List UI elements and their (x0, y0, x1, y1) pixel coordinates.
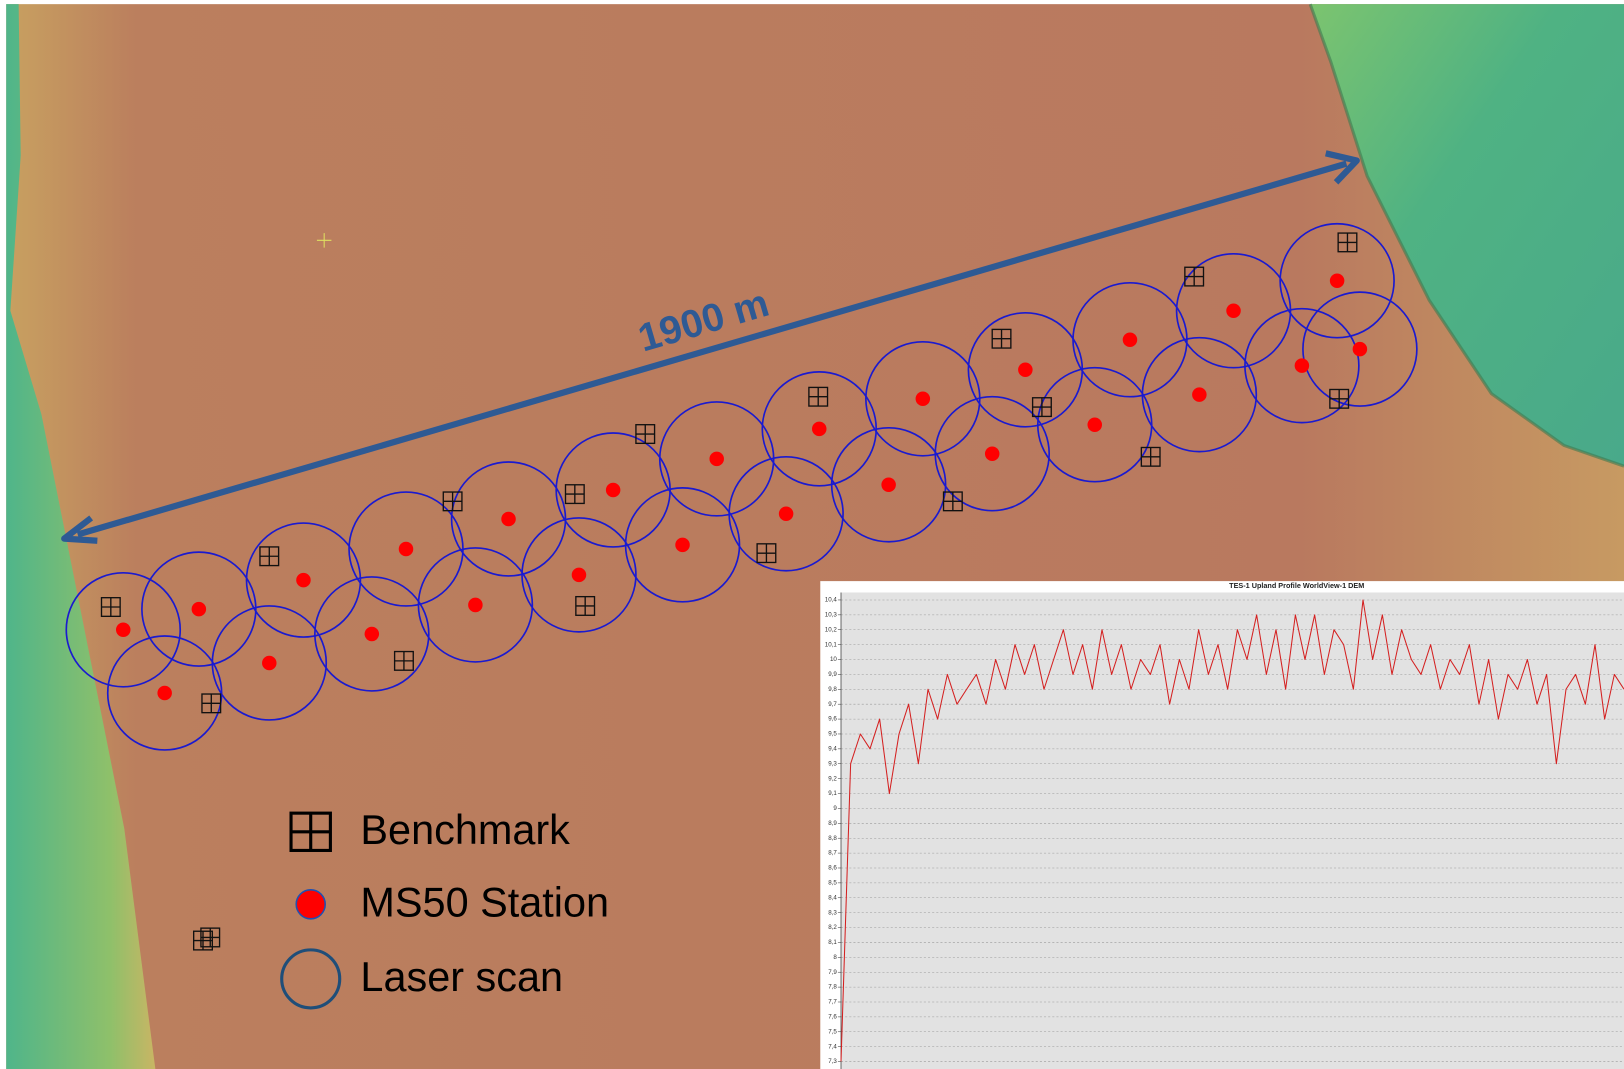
y-tick-label: 9,4 (828, 745, 837, 752)
ms50-station (365, 627, 380, 642)
y-tick-label: 8 (833, 954, 837, 961)
y-tick-label: 9,9 (828, 671, 837, 678)
y-tick-label: 8,6 (828, 865, 837, 872)
ms50-station (779, 507, 794, 522)
map-figure: 1900 m Benchmark MS50 Station Laser scan… (0, 0, 1624, 1069)
ms50-station (675, 538, 690, 553)
y-tick-label: 7,9 (828, 969, 837, 976)
y-tick-label: 10 (830, 656, 837, 663)
ms50-station (881, 478, 896, 493)
ms50-station (399, 542, 414, 557)
ms50-station (1088, 417, 1103, 432)
plot-area (841, 593, 1624, 1069)
y-tick-label: 9,3 (828, 760, 837, 767)
ms50-station (116, 623, 131, 638)
ms50-station (1192, 387, 1207, 402)
y-tick-label: 9,8 (828, 686, 837, 693)
y-tick-label: 10,1 (825, 641, 838, 648)
y-tick-label: 8,4 (828, 894, 837, 901)
y-tick-label: 9,1 (828, 790, 837, 797)
y-tick-label: 10,2 (825, 626, 838, 633)
ms50-station (606, 483, 621, 498)
y-tick-label: 7,3 (828, 1058, 837, 1065)
y-tick-label: 8,7 (828, 850, 837, 857)
ms50-station (1295, 358, 1310, 373)
ms50-station (1123, 333, 1138, 348)
y-tick-label: 8,8 (828, 835, 837, 842)
legend-label: Laser scan (360, 953, 563, 1000)
chart-title: TES-1 Upland Profile WorldView-1 DEM (1229, 581, 1364, 590)
y-tick-label: 7,7 (828, 999, 837, 1006)
legend-station-icon (296, 890, 325, 919)
ms50-station (1226, 304, 1241, 319)
y-tick-label: 9,2 (828, 775, 837, 782)
legend-label: Benchmark (360, 806, 570, 853)
y-tick-label: 9,5 (828, 731, 837, 738)
ms50-station (157, 686, 172, 701)
ms50-station (262, 656, 277, 671)
ms50-station (572, 568, 587, 583)
legend-label: MS50 Station (360, 878, 609, 925)
y-tick-label: 7,5 (828, 1028, 837, 1035)
y-tick-label: 8,5 (828, 880, 837, 887)
ms50-station (296, 573, 311, 588)
ms50-station (1353, 342, 1368, 357)
y-tick-label: 8,1 (828, 939, 837, 946)
y-tick-label: 9 (833, 805, 837, 812)
y-tick-label: 8,3 (828, 909, 837, 916)
y-tick-label: 9,7 (828, 701, 837, 708)
ms50-station (468, 598, 483, 613)
y-tick-label: 8,2 (828, 924, 837, 931)
ms50-station (1330, 273, 1345, 288)
y-tick-label: 7,8 (828, 984, 837, 991)
y-tick-label: 7,6 (828, 1014, 837, 1021)
y-tick-label: 10,4 (825, 597, 838, 604)
ms50-station (709, 452, 724, 467)
ms50-station (812, 422, 827, 437)
ms50-station (985, 446, 1000, 461)
y-tick-label: 10,3 (825, 611, 838, 618)
ms50-station (1018, 363, 1033, 378)
y-tick-label: 9,6 (828, 716, 837, 723)
ms50-station (501, 512, 516, 527)
y-tick-label: 8,9 (828, 820, 837, 827)
ms50-station (192, 602, 207, 617)
y-tick-label: 7,4 (828, 1043, 837, 1050)
ms50-station (916, 392, 931, 407)
